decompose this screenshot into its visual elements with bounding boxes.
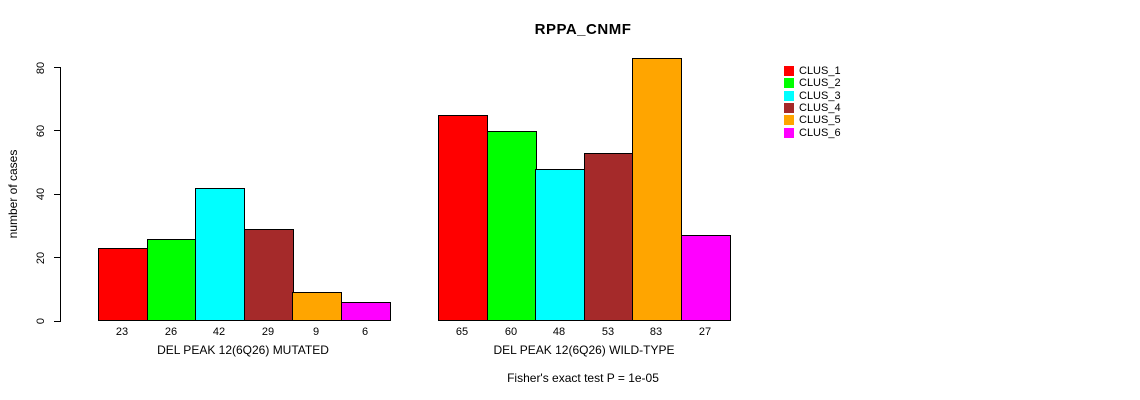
bar-value-label: 42 [212, 326, 226, 338]
bar-value-label: 48 [552, 326, 566, 338]
y-tick-label: 60 [35, 124, 47, 138]
bar-value-label: 60 [504, 326, 518, 338]
y-tick-label: 0 [35, 317, 47, 325]
legend-label-clus_5: CLUS_5 [799, 114, 841, 126]
y-axis-line [60, 67, 61, 322]
bar-clus_2 [147, 239, 197, 321]
bar-clus_4 [584, 153, 634, 321]
bar-value-label: 29 [261, 326, 275, 338]
bar-clus_3 [195, 188, 245, 321]
legend-label-clus_1: CLUS_1 [799, 65, 841, 77]
legend-label-clus_3: CLUS_3 [799, 90, 841, 102]
bar-value-label: 9 [312, 326, 320, 338]
legend-swatch-clus_1 [784, 66, 794, 76]
y-tick-mark [54, 320, 60, 322]
chart-title: RPPA_CNMF [534, 21, 632, 38]
bar-clus_5 [632, 58, 682, 321]
bar-clus_1 [438, 115, 488, 321]
bar-value-label: 26 [164, 326, 178, 338]
y-tick-mark [54, 257, 60, 259]
bar-clus_3 [535, 169, 585, 321]
y-tick-mark [54, 67, 60, 69]
x-group-label-mutated: DEL PEAK 12(6Q26) MUTATED [157, 343, 329, 357]
bar-value-label: 65 [455, 326, 469, 338]
legend-swatch-clus_5 [784, 115, 794, 125]
legend-label-clus_4: CLUS_4 [799, 102, 841, 114]
bar-clus_6 [681, 235, 731, 321]
bar-value-label: 23 [115, 326, 129, 338]
footnote-fisher-test: Fisher's exact test P = 1e-05 [507, 371, 659, 385]
legend-swatch-clus_4 [784, 103, 794, 113]
y-tick-label: 40 [35, 188, 47, 201]
y-tick-label: 20 [35, 251, 47, 264]
y-tick-label: 80 [35, 61, 47, 74]
bar-value-label: 53 [601, 326, 615, 338]
y-tick-mark [54, 130, 60, 132]
bar-clus_1 [98, 248, 148, 321]
bar-clus_2 [487, 131, 537, 321]
legend-label-clus_6: CLUS_6 [799, 127, 841, 139]
bar-clus_6 [341, 302, 391, 321]
bar-value-label: 6 [361, 326, 369, 338]
legend-swatch-clus_2 [784, 78, 794, 88]
y-axis-label: number of cases [6, 149, 20, 239]
bar-clus_5 [292, 292, 342, 321]
y-tick-mark [54, 193, 60, 195]
x-group-label-wild-type: DEL PEAK 12(6Q26) WILD-TYPE [493, 343, 675, 357]
legend-label-clus_2: CLUS_2 [799, 77, 841, 89]
legend-swatch-clus_6 [784, 128, 794, 138]
legend-swatch-clus_3 [784, 91, 794, 101]
bar-value-label: 83 [649, 326, 663, 338]
bar-value-label: 27 [698, 326, 712, 338]
bar-clus_4 [244, 229, 294, 321]
